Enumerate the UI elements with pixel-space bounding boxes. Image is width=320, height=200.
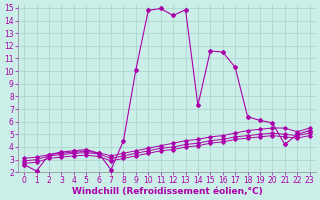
X-axis label: Windchill (Refroidissement éolien,°C): Windchill (Refroidissement éolien,°C)	[72, 187, 262, 196]
